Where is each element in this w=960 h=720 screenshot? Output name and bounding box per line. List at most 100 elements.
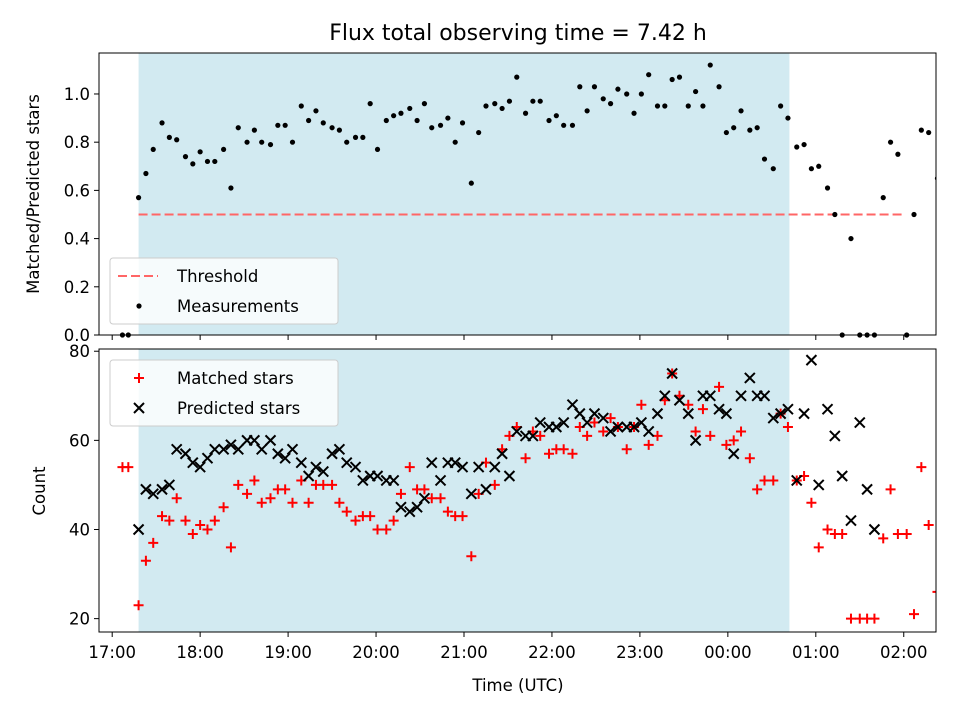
predicted-stars-marker xyxy=(349,461,362,473)
predicted-stars-marker xyxy=(829,430,841,442)
measurement-point xyxy=(275,122,281,128)
predicted-stars-marker xyxy=(489,461,501,473)
matched-stars-marker xyxy=(721,439,732,450)
predicted-stars-marker xyxy=(651,407,664,420)
matched-stars-marker xyxy=(365,511,376,522)
matched-stars-marker xyxy=(195,520,206,531)
measurement-point xyxy=(950,332,955,337)
predicted-stars-marker xyxy=(217,443,230,455)
y-tick-label: 0.4 xyxy=(64,230,90,249)
predicted-stars-marker xyxy=(836,470,848,482)
measurement-point xyxy=(600,96,606,102)
measurement-point xyxy=(228,185,234,191)
predicted-stars-marker xyxy=(163,479,176,491)
measurement-point xyxy=(754,125,760,131)
matched-stars-marker xyxy=(381,524,392,535)
measurement-point xyxy=(506,98,513,104)
measurement-point xyxy=(631,110,637,116)
matched-stars-marker xyxy=(869,613,880,624)
predicted-stars-marker xyxy=(140,483,152,496)
measurement-point xyxy=(591,84,598,90)
matched-stars-marker xyxy=(280,484,291,495)
chart-title: Flux total observing time = 7.42 h xyxy=(329,21,707,46)
predicted-stars-marker xyxy=(845,514,857,527)
matched-stars-marker xyxy=(643,439,654,450)
matched-stars-marker xyxy=(813,542,824,553)
matched-stars-marker xyxy=(567,448,578,459)
measurement-point xyxy=(607,101,614,107)
measurement-point xyxy=(615,86,621,92)
matched-stars-marker xyxy=(435,493,446,504)
measurement-point xyxy=(731,125,737,131)
measurement-point xyxy=(437,122,444,128)
measurement-point xyxy=(707,62,713,68)
legend-box xyxy=(109,359,339,427)
matched-stars-marker xyxy=(690,426,701,437)
predicted-stars-marker xyxy=(418,492,431,505)
predicted-stars-marker xyxy=(256,443,268,455)
predicted-stars-marker xyxy=(728,448,740,460)
measurement-point xyxy=(848,235,854,242)
matched-stars-marker xyxy=(916,462,927,473)
matched-stars-marker xyxy=(605,413,616,424)
x-tick-label: 19:00 xyxy=(264,643,312,662)
measurement-point xyxy=(584,108,590,114)
predicted-stars-marker xyxy=(465,488,478,500)
measurement-point xyxy=(289,139,296,145)
measurement-point xyxy=(143,170,149,177)
predicted-stars-marker xyxy=(302,470,315,482)
x-tick-label: 18:00 xyxy=(176,643,224,662)
matched-stars-marker xyxy=(171,493,182,504)
matched-stars-marker xyxy=(140,555,151,566)
predicted-stars-marker xyxy=(604,425,617,438)
matched-stars-marker xyxy=(187,528,198,539)
measurement-point xyxy=(723,129,729,136)
matched-stars-marker xyxy=(923,520,934,531)
measurement-point xyxy=(197,149,203,155)
measurement-point xyxy=(166,134,172,140)
predicted-stars-marker xyxy=(272,448,284,460)
matched-stars-marker xyxy=(878,533,889,544)
legend-predicted-label: Predicted stars xyxy=(177,399,300,418)
measurement-point xyxy=(561,122,567,128)
measurement-point xyxy=(259,139,265,145)
matched-stars-marker xyxy=(909,609,920,620)
predicted-stars-marker xyxy=(411,501,423,513)
measurement-point xyxy=(778,103,784,109)
predicted-stars-marker xyxy=(326,448,338,460)
matched-stars-marker xyxy=(218,502,229,513)
matched-stars-marker xyxy=(544,448,555,459)
predicted-stars-marker xyxy=(232,443,244,455)
predicted-stars-marker xyxy=(317,465,329,478)
predicted-stars-marker xyxy=(574,407,586,420)
matched-stars-marker xyxy=(932,590,936,593)
count-axes: 20 40 60 80 17:00 18:00 19:00 20:00 21:00 22:00 23… xyxy=(69,342,928,662)
measurement-point xyxy=(244,139,250,145)
measurement-point xyxy=(537,98,543,104)
matched-stars-marker xyxy=(940,587,950,597)
predicted-stars-marker xyxy=(821,403,834,415)
predicted-stars-marker xyxy=(798,407,810,420)
x-tick-label: 21:00 xyxy=(440,643,488,662)
ratio-axes: 0.0 0.2 0.4 0.6 0.8 1.0 xyxy=(64,85,905,345)
predicted-stars-marker xyxy=(286,443,299,455)
matched-stars-marker xyxy=(885,484,896,495)
predicted-stars-marker xyxy=(209,443,221,455)
predicted-stars-marker xyxy=(187,456,199,469)
matched-stars-marker xyxy=(318,479,329,490)
matched-stars-marker xyxy=(782,421,793,432)
matched-stars-marker xyxy=(395,488,406,499)
predicted-stars-marker xyxy=(550,421,563,433)
predicted-stars-marker xyxy=(395,501,407,513)
measurement-point xyxy=(785,115,791,121)
measurement-point xyxy=(895,151,901,157)
matched-stars-marker xyxy=(249,475,260,486)
measurement-point xyxy=(298,103,304,109)
x-tick-label: 02:00 xyxy=(880,643,928,662)
predicted-stars-marker xyxy=(404,505,416,518)
matched-stars-marker xyxy=(736,426,747,437)
ratio-marks xyxy=(119,62,955,338)
measurement-point xyxy=(212,158,218,165)
matched-stars-marker xyxy=(744,453,755,464)
predicted-stars-marker xyxy=(689,434,702,447)
